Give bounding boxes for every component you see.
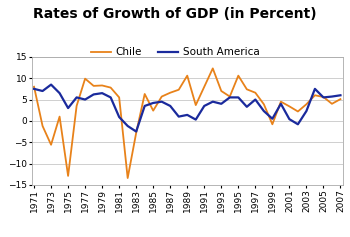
Chile [160,95,164,98]
Line: Chile: Chile [34,68,341,178]
South America [83,98,87,101]
Chile [117,96,121,99]
South America [211,100,215,103]
South America [287,118,292,121]
Chile [168,91,172,94]
South America [160,100,164,103]
South America [279,102,283,105]
South America [194,118,198,121]
Chile [262,103,266,106]
Chile [134,131,138,134]
Chile [194,104,198,106]
South America [41,90,45,92]
Chile [279,100,283,103]
Chile [253,91,258,94]
South America [304,110,308,113]
South America [313,87,317,90]
South America [270,117,274,120]
Chile [57,115,62,118]
Chile [296,110,300,113]
South America [262,110,266,113]
South America [32,87,36,90]
South America [177,115,181,118]
Chile [185,74,189,77]
Chile [142,93,147,96]
South America [75,96,79,99]
Chile [304,103,308,106]
Chile [75,105,79,107]
Chile [66,174,70,177]
Chile [313,94,317,97]
South America [168,105,172,107]
South America [92,93,96,96]
South America [100,92,104,95]
Line: South America: South America [34,85,341,132]
Chile [126,177,130,179]
Chile [236,74,240,77]
South America [108,96,113,99]
Chile [100,84,104,87]
South America [253,98,258,101]
Chile [219,90,223,92]
Chile [287,105,292,108]
South America [49,83,53,86]
South America [151,101,155,104]
Chile [321,96,326,98]
South America [236,96,240,99]
Legend: Chile, South America: Chile, South America [86,43,264,61]
South America [296,123,300,126]
Chile [151,109,155,112]
Chile [92,84,96,87]
South America [117,116,121,118]
South America [57,92,62,95]
South America [142,105,147,107]
Text: Rates of Growth of GDP (in Percent): Rates of Growth of GDP (in Percent) [33,7,317,21]
Chile [228,95,232,98]
Chile [177,88,181,91]
Chile [108,86,113,89]
South America [330,95,334,98]
Chile [83,77,87,80]
Chile [330,102,334,105]
South America [134,130,138,133]
Chile [32,85,36,88]
Chile [41,125,45,128]
South America [185,114,189,116]
Chile [211,67,215,70]
South America [126,125,130,128]
South America [338,94,343,97]
Chile [245,88,249,91]
Chile [270,123,274,126]
South America [219,102,223,105]
South America [245,105,249,108]
South America [321,96,326,99]
South America [228,96,232,99]
South America [202,105,206,107]
Chile [202,85,206,88]
Chile [49,143,53,146]
Chile [338,98,343,100]
South America [66,107,70,109]
